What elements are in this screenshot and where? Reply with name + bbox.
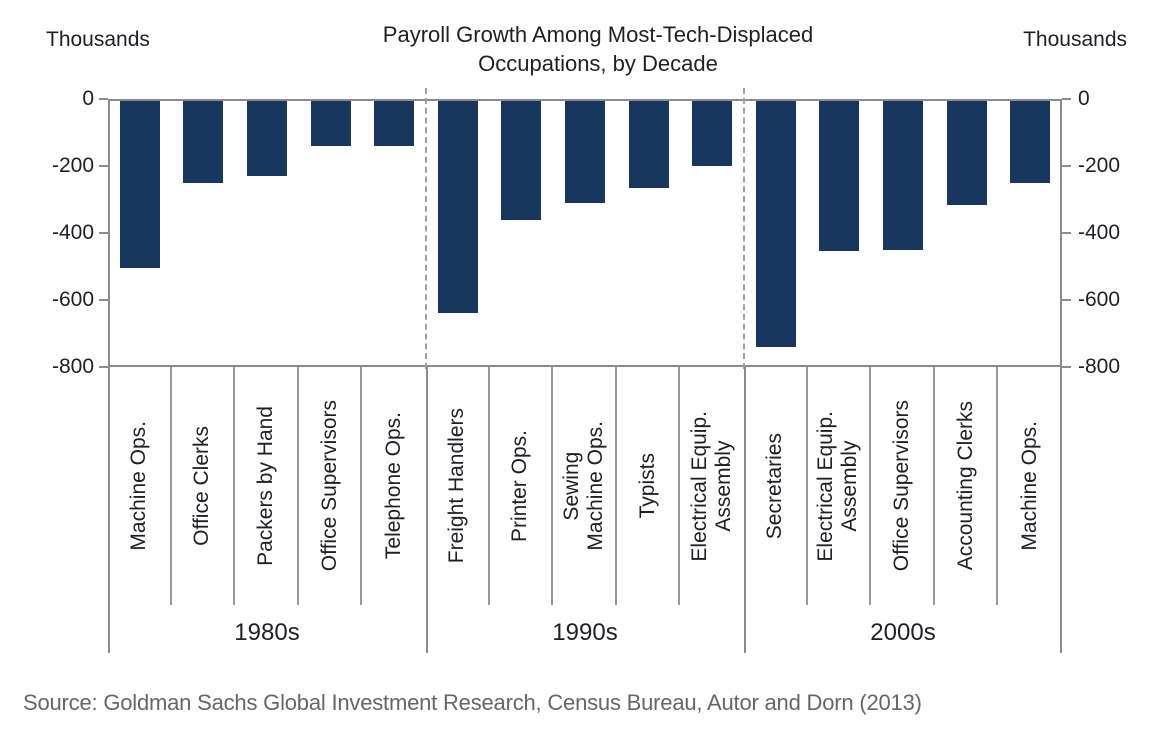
category-label-cell: Office Supervisors — [871, 367, 935, 605]
y-axis-tick-left — [99, 366, 108, 368]
bar — [183, 101, 224, 183]
y-axis-unit-right: Thousands — [1023, 28, 1127, 51]
category-label: Packers by Hand — [253, 406, 277, 566]
bar — [946, 101, 987, 205]
y-axis-tick-right — [1062, 165, 1071, 167]
category-label: Electrical Equip. Assembly — [814, 410, 862, 562]
decade-boundary-line — [1060, 367, 1062, 653]
decade-divider-dashed — [743, 88, 745, 369]
chart-title: Payroll Growth Among Most-Tech-Displaced… — [382, 22, 814, 76]
category-label-cell: Office Supervisors — [299, 367, 363, 605]
bar — [310, 101, 351, 146]
category-label: Electrical Equip. Assembly — [688, 410, 736, 562]
bar — [437, 101, 478, 314]
y-axis-tick-right — [1062, 232, 1071, 234]
category-label-cell: Office Clerks — [172, 367, 236, 605]
y-tick-label-left: -600 — [51, 288, 94, 311]
category-label-cell: Machine Ops. — [108, 367, 172, 605]
category-label: Office Supervisors — [889, 400, 913, 572]
category-label: Freight Handlers — [444, 408, 468, 564]
y-tick-label-right: -200 — [1078, 154, 1121, 177]
decade-label: 1980s — [234, 619, 300, 646]
y-tick-label-left: 0 — [82, 87, 94, 110]
category-label-cell: Typists — [617, 367, 681, 605]
y-tick-label-left: -400 — [51, 221, 94, 244]
y-axis-tick-left — [99, 165, 108, 167]
category-label: Telephone Ops. — [382, 412, 406, 560]
bar — [247, 101, 287, 177]
bar — [883, 101, 923, 250]
bar — [374, 101, 415, 146]
y-tick-label-right: -400 — [1078, 221, 1121, 244]
y-axis-tick-right — [1062, 98, 1071, 100]
category-label-cell: Sewing Machine Ops. — [553, 367, 617, 605]
category-label-cell: Packers by Hand — [235, 367, 299, 605]
source-attribution: Source: Goldman Sachs Global Investment … — [23, 690, 922, 715]
y-axis-unit-left: Thousands — [46, 28, 150, 51]
y-axis-tick-left — [99, 299, 108, 301]
y-axis-tick-right — [1062, 299, 1071, 301]
category-label-cell: Accounting Clerks — [935, 367, 999, 605]
bar — [1010, 101, 1051, 183]
decade-label: 1990s — [552, 619, 618, 646]
category-label: Secretaries — [762, 432, 786, 540]
y-tick-label-right: -600 — [1078, 288, 1121, 311]
decade-label: 2000s — [870, 619, 936, 646]
bar — [692, 101, 733, 166]
y-tick-label-right: 0 — [1078, 87, 1090, 110]
category-label-cell: Electrical Equip. Assembly — [808, 367, 872, 605]
decade-boundary-line — [426, 367, 428, 653]
category-label-cell: Machine Ops. — [998, 367, 1062, 605]
category-label: Machine Ops. — [126, 421, 150, 551]
plot-area — [108, 99, 1062, 367]
category-label: Typists — [635, 453, 659, 519]
bar — [119, 101, 160, 269]
bar — [565, 101, 605, 203]
decade-boundary-line — [744, 367, 746, 653]
category-label-cell: Freight Handlers — [426, 367, 490, 605]
y-tick-label-left: -800 — [51, 355, 94, 378]
category-label: Office Clerks — [190, 426, 214, 546]
bar — [819, 101, 860, 252]
category-label-cell: Printer Ops. — [490, 367, 554, 605]
y-tick-label-right: -800 — [1078, 355, 1121, 378]
category-label: Printer Ops. — [508, 429, 532, 543]
category-label: Office Supervisors — [317, 400, 341, 572]
category-label: Accounting Clerks — [953, 401, 977, 571]
category-label-cell: Telephone Ops. — [362, 367, 426, 605]
category-label-cell: Electrical Equip. Assembly — [680, 367, 744, 605]
decade-boundary-line — [108, 367, 110, 653]
category-label-cell: Secretaries — [744, 367, 808, 605]
y-tick-label-left: -200 — [51, 154, 94, 177]
bar — [628, 101, 669, 188]
y-axis-tick-right — [1062, 366, 1071, 368]
bar — [755, 101, 796, 347]
y-axis-tick-left — [99, 232, 108, 234]
bar — [501, 101, 542, 220]
decade-divider-dashed — [425, 88, 427, 369]
category-label: Sewing Machine Ops. — [559, 421, 607, 551]
category-label: Machine Ops. — [1018, 421, 1042, 551]
y-axis-tick-left — [99, 98, 108, 100]
